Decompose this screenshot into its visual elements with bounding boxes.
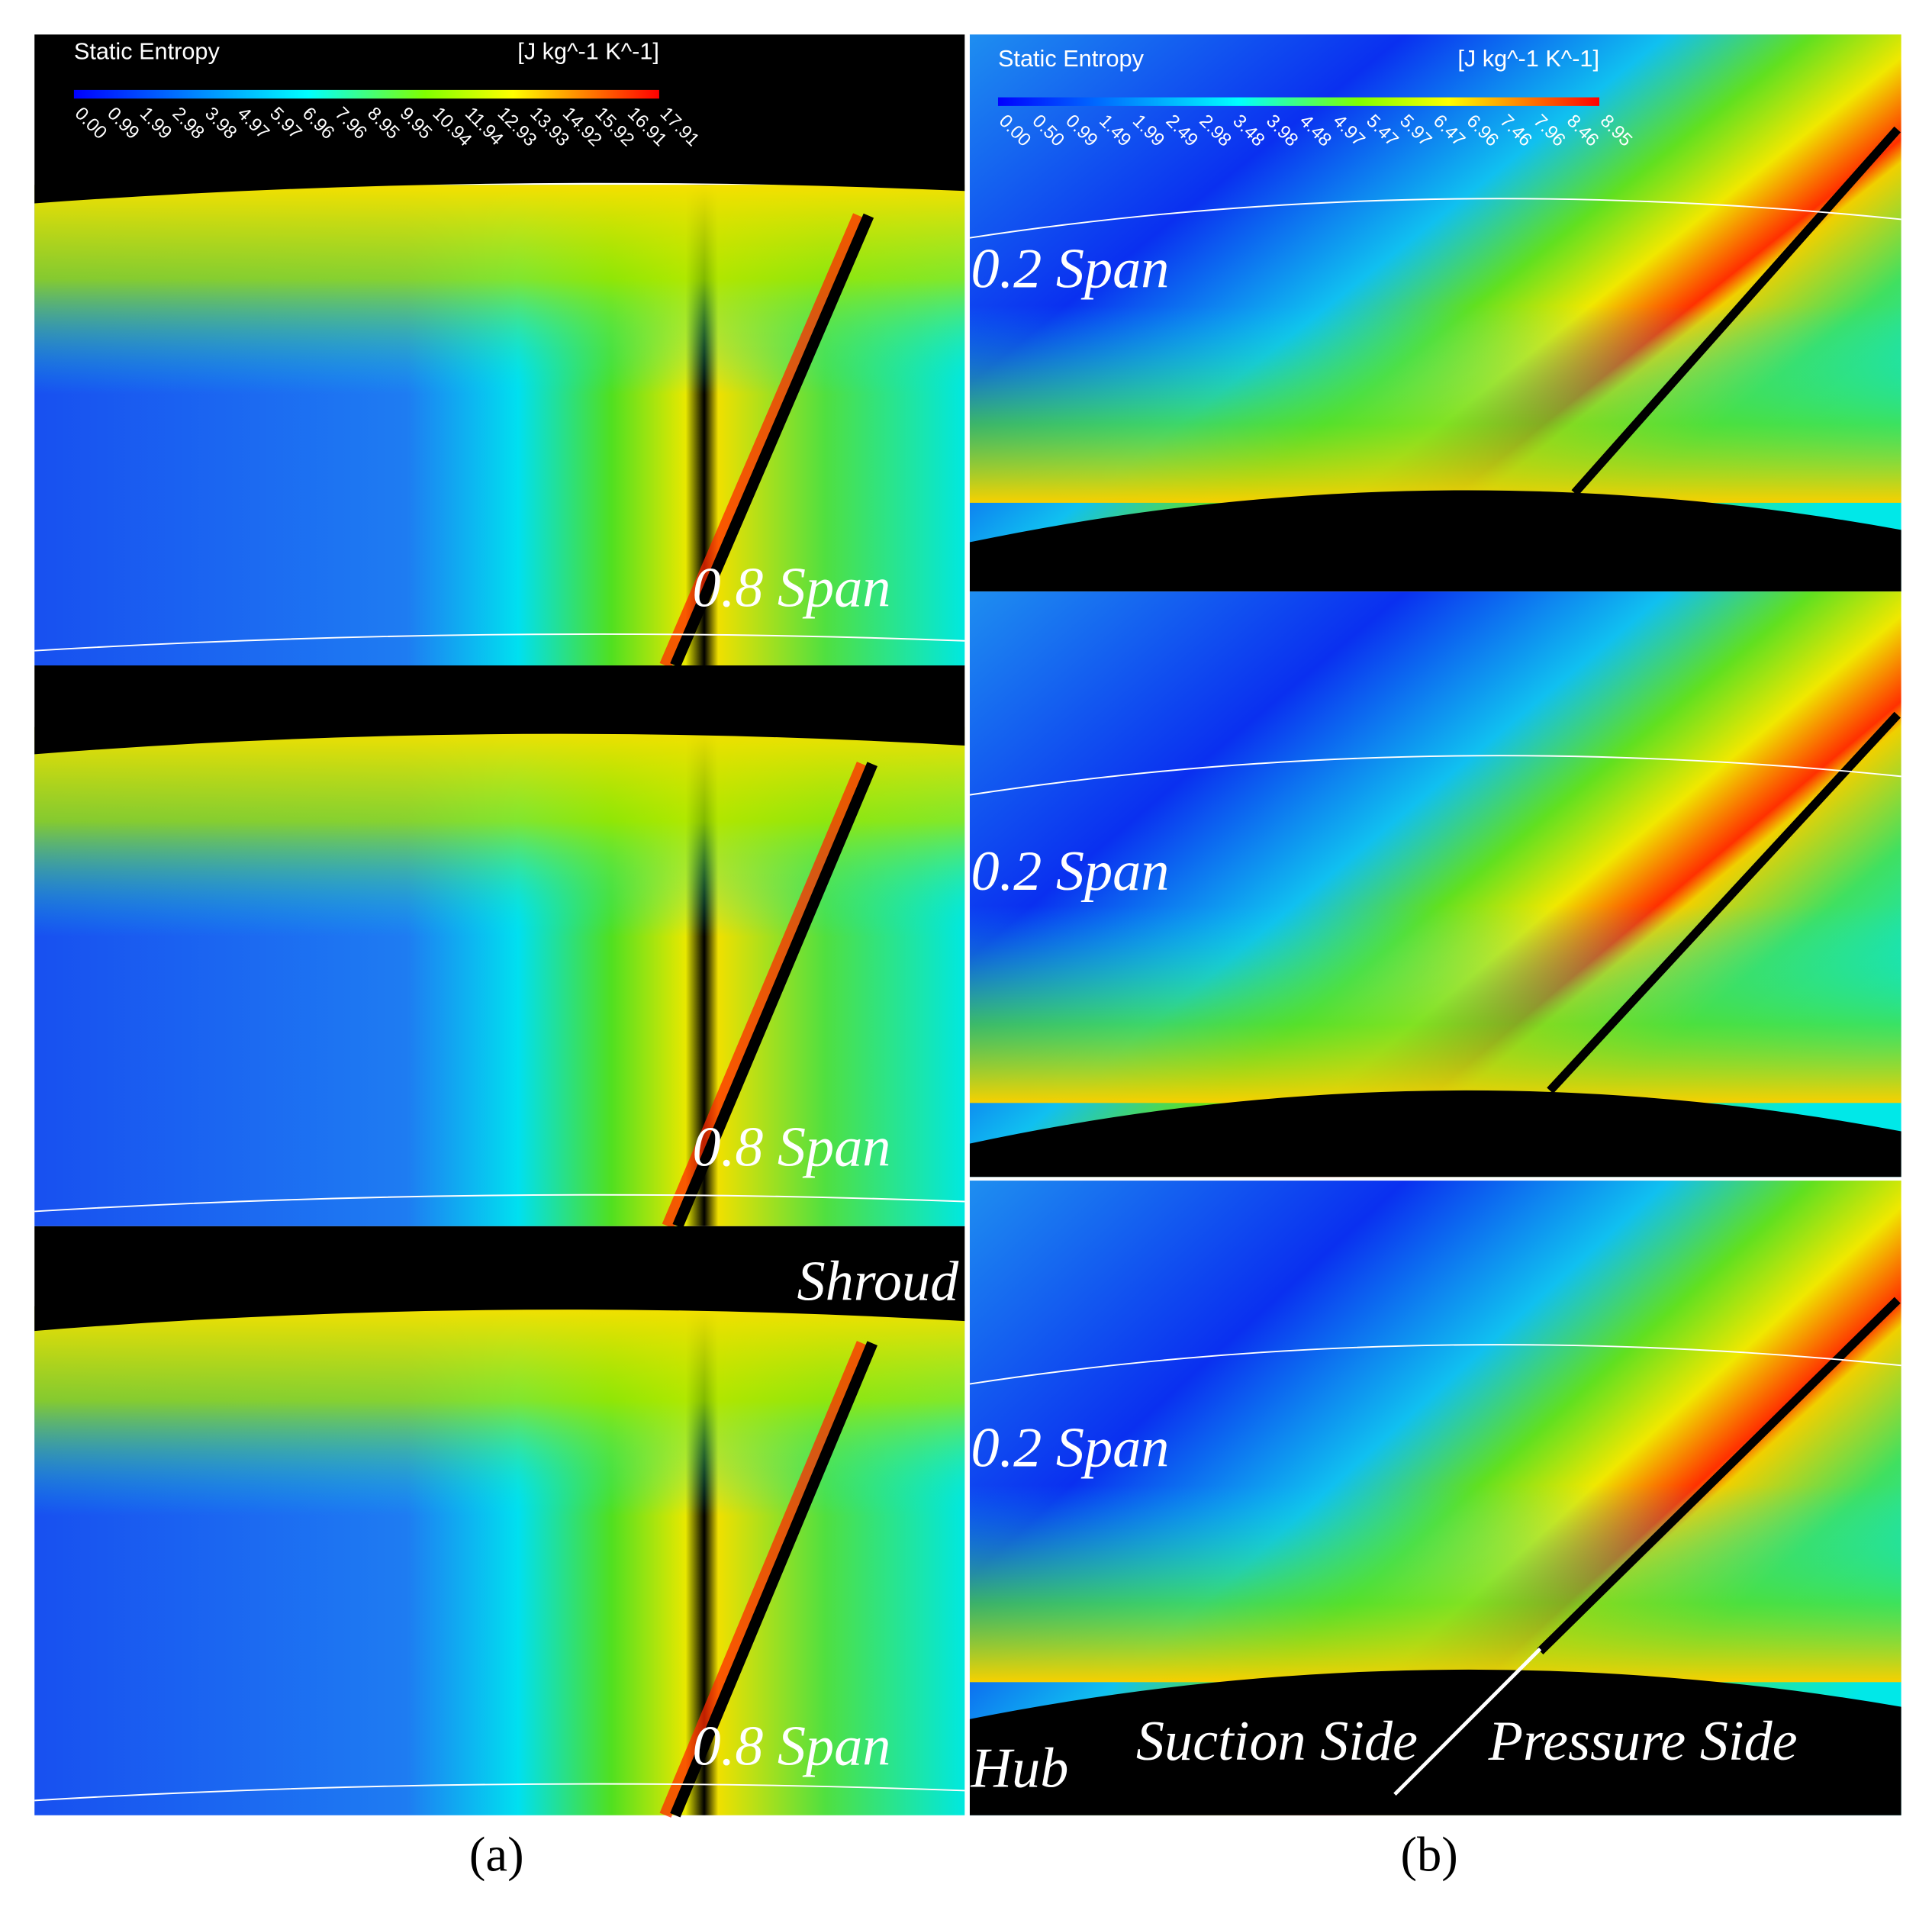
colorbar [73,89,659,99]
span-line [34,1194,965,1213]
shroud-label: Shroud [797,1251,960,1313]
blade [670,1341,877,1818]
hub-wall [969,1669,1901,1815]
span-label: 0.8 Span [693,557,891,620]
blade [1547,711,1901,1094]
contour-field [969,305,1901,503]
contour-field [34,726,965,937]
span-line [34,633,965,652]
shroud-wall [34,665,965,755]
blade [672,762,877,1229]
blade [1537,1297,1901,1654]
span-label: 0.8 Span [693,1715,891,1778]
span-label: 0.2 Span [971,1417,1169,1480]
hub-wall [969,490,1901,592]
contour-field [969,1484,1901,1683]
legend-unit: [J kg^-1 K^-1] [1457,45,1599,72]
shroud-wall [34,1226,965,1332]
span-label: 0.2 Span [971,237,1169,300]
divider [1393,1648,1542,1796]
pressure-stripe [659,1341,868,1818]
pressure-stripe [659,213,865,668]
span-label: 0.2 Span [971,840,1169,903]
legend-title: Static Entropy [998,45,1145,72]
suction-side-label: Suction Side [1136,1710,1418,1773]
span-line [34,1783,965,1802]
blade [670,213,874,668]
pressure-stripe [662,762,868,1229]
span-line [969,1344,1901,1385]
legend-title: Static Entropy [74,38,221,65]
span-line [969,198,1901,239]
hub-wall [969,1090,1901,1177]
caption: (b) [1401,1826,1458,1882]
span-label: 0.8 Span [693,1116,891,1179]
shroud-wall [34,34,965,204]
contour-field [969,905,1901,1103]
pressure-side-label: Pressure Side [1488,1710,1798,1773]
caption: (a) [469,1826,524,1882]
hub-label: Hub [970,1738,1068,1800]
legend-unit: [J kg^-1 K^-1] [517,38,659,65]
colorbar [997,97,1600,106]
panels [34,34,1901,1818]
blade [1571,126,1901,496]
contour-field [34,1306,965,1516]
span-line [969,755,1901,796]
